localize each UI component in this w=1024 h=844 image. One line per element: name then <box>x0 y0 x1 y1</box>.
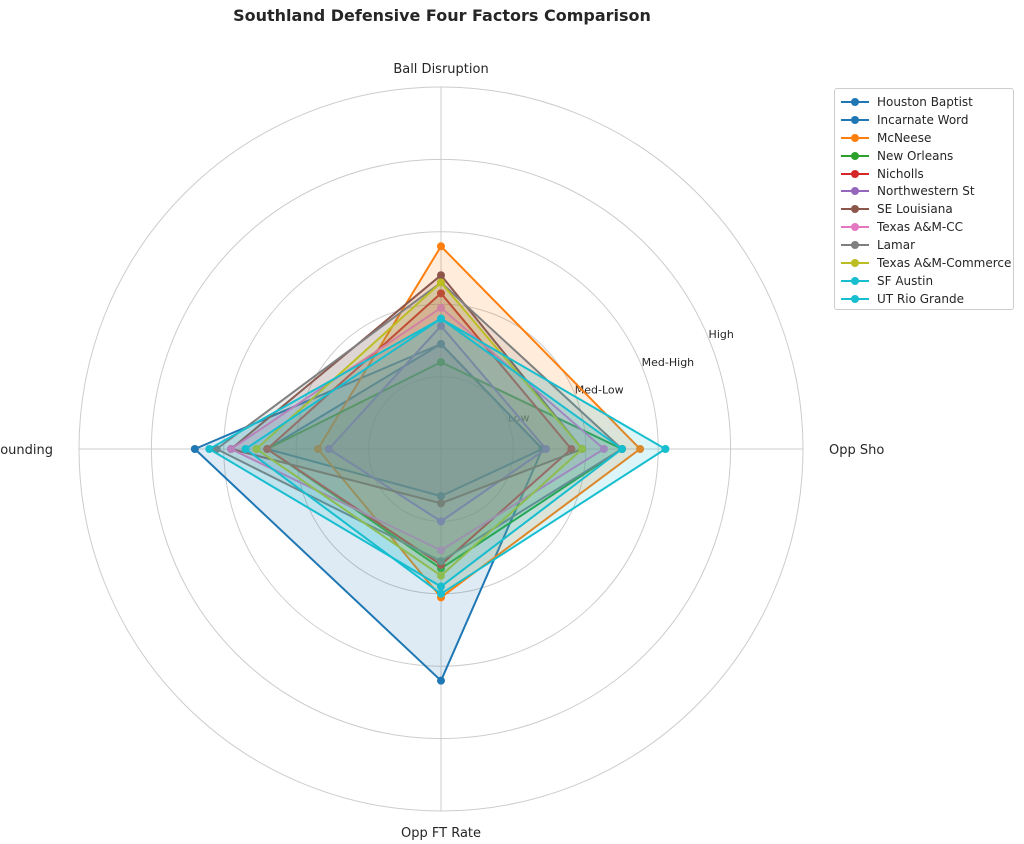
legend-label: Houston Baptist <box>877 94 973 109</box>
series-point <box>437 517 445 526</box>
axis-label: Opp FT Rate <box>401 826 481 841</box>
legend-swatch <box>841 293 869 305</box>
legend-label: Northwestern St <box>877 184 975 199</box>
legend-item: McNeese <box>841 129 1007 147</box>
series-point <box>324 445 333 453</box>
series-fill <box>317 246 641 598</box>
legend-label: Incarnate Word <box>877 112 969 127</box>
legend-swatch <box>841 203 869 215</box>
series-point <box>437 676 445 685</box>
legend-swatch <box>841 150 869 162</box>
legend-label: SF Austin <box>877 273 934 288</box>
legend-label: Texas A&M-CC <box>877 220 963 235</box>
series-point <box>599 445 608 453</box>
series-point <box>437 314 445 323</box>
series-point <box>437 278 445 287</box>
series-point <box>437 492 445 501</box>
series-point <box>437 340 445 349</box>
series-point <box>636 445 645 453</box>
series-point <box>661 445 670 453</box>
legend-swatch <box>841 239 869 251</box>
ring-label: Med-Low <box>575 384 624 397</box>
legend-item: Lamar <box>841 236 1007 254</box>
legend-item: SE Louisiana <box>841 200 1007 218</box>
series-point <box>437 289 445 298</box>
chart-title: Southland Defensive Four Factors Compari… <box>233 6 651 25</box>
series-point <box>205 445 214 453</box>
axis-label: Ball Disruption <box>393 62 488 77</box>
legend-swatch <box>841 132 869 144</box>
legend-item: SF Austin <box>841 272 1007 290</box>
legend-item: Texas A&M-CC <box>841 218 1007 236</box>
series-point <box>437 303 445 312</box>
legend-item: UT Rio Grande <box>841 290 1007 308</box>
series-fill <box>328 325 546 522</box>
series-fill <box>231 275 583 504</box>
legend-item: Incarnate Word <box>841 111 1007 129</box>
series-point <box>437 271 445 280</box>
legend-label: UT Rio Grande <box>877 291 964 306</box>
series-point <box>437 499 445 508</box>
legend-label: New Orleans <box>877 148 954 163</box>
legend-swatch <box>841 257 869 269</box>
series-point <box>437 557 445 566</box>
legend-swatch <box>841 275 869 287</box>
legend-item: Texas A&M-Commerce <box>841 254 1011 272</box>
series-point <box>437 571 445 580</box>
ring-label: High <box>709 328 734 341</box>
series-point <box>313 445 322 453</box>
legend-item: Nicholls <box>841 165 1007 183</box>
legend-item: Houston Baptist <box>841 93 1007 111</box>
series-fill <box>194 344 543 681</box>
series-point <box>227 445 236 453</box>
chart-legend: Houston Baptist Incarnate Word McNeese New … <box>834 88 1014 310</box>
series-point <box>437 358 445 367</box>
series-point <box>618 445 626 453</box>
series-point <box>541 445 550 453</box>
legend-label: Nicholls <box>877 166 924 181</box>
legend-swatch <box>841 168 869 180</box>
legend-swatch <box>841 185 869 197</box>
series-fill <box>267 344 543 497</box>
series-fill <box>267 362 622 569</box>
series-point <box>263 445 272 453</box>
series-point <box>437 321 445 330</box>
series-point <box>437 582 445 591</box>
legend-swatch <box>841 96 869 108</box>
legend-label: McNeese <box>877 130 932 145</box>
series-point <box>437 242 445 251</box>
axis-label: Def Rebounding <box>0 443 53 458</box>
legend-label: Texas A&M-Commerce <box>877 255 1012 270</box>
legend-swatch <box>841 114 869 126</box>
axis-label: Opp Shooting <box>829 443 884 458</box>
series-point <box>578 445 587 453</box>
series-point <box>437 589 445 598</box>
series-fill <box>209 318 623 587</box>
legend-label: Lamar <box>877 238 916 253</box>
series-fill <box>256 282 583 576</box>
series-point <box>437 546 445 555</box>
legend-item: Northwestern St <box>841 182 1007 200</box>
ring-label: Med-High <box>642 356 695 369</box>
series-fill <box>245 318 666 594</box>
series-group <box>190 242 670 685</box>
legend-item: New Orleans <box>841 147 1007 165</box>
legend-label: SE Louisiana <box>877 202 953 217</box>
series-point <box>190 445 199 453</box>
series-point <box>241 445 250 453</box>
series-point <box>252 445 261 453</box>
series-point <box>567 445 576 453</box>
legend-swatch <box>841 221 869 233</box>
series-fill <box>267 293 572 565</box>
